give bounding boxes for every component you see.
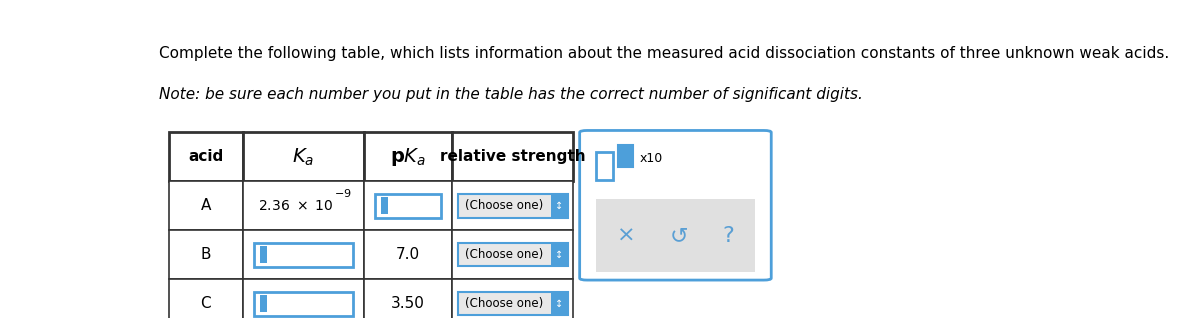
Text: acid: acid	[188, 149, 223, 164]
FancyBboxPatch shape	[580, 130, 772, 280]
Text: Note: be sure each number you put in the table has the correct number of signifi: Note: be sure each number you put in the…	[160, 87, 863, 102]
Bar	[458, 194, 568, 218]
Text: B: B	[200, 247, 211, 262]
Bar	[168, 279, 242, 318]
Bar	[168, 132, 242, 181]
Text: (Choose one): (Choose one)	[466, 297, 544, 310]
Text: ↕: ↕	[556, 299, 563, 309]
Text: ×: ×	[617, 226, 635, 246]
Bar	[452, 230, 574, 279]
Bar	[452, 132, 574, 181]
Bar	[551, 243, 568, 266]
Text: $\mathbf{p}\mathbf{\mathit{K}}_{\mathbf{\mathit{a}}}$: $\mathbf{p}\mathbf{\mathit{K}}_{\mathbf{…	[390, 146, 426, 168]
Bar	[551, 194, 568, 218]
Text: C: C	[200, 296, 211, 311]
Text: ↺: ↺	[670, 226, 689, 246]
Text: x10: x10	[640, 152, 662, 165]
Bar	[242, 230, 364, 279]
Bar	[259, 246, 268, 263]
Bar	[242, 279, 364, 318]
Text: $2.36\ \times\ 10$: $2.36\ \times\ 10$	[258, 199, 334, 213]
Bar	[596, 199, 755, 272]
Bar	[364, 181, 452, 230]
Bar	[168, 181, 242, 230]
Text: $-9$: $-9$	[334, 187, 352, 199]
Bar	[458, 292, 568, 315]
Text: (Choose one): (Choose one)	[466, 248, 544, 261]
Bar	[452, 279, 574, 318]
Text: relative strength: relative strength	[440, 149, 586, 164]
Bar	[452, 181, 574, 230]
Bar	[380, 197, 388, 214]
Bar	[254, 243, 353, 267]
Bar	[254, 292, 353, 316]
Bar	[596, 152, 613, 180]
Bar	[364, 230, 452, 279]
Bar	[242, 181, 364, 230]
Bar	[618, 145, 632, 167]
Bar	[458, 243, 568, 266]
Text: Complete the following table, which lists information about the measured acid di: Complete the following table, which list…	[160, 45, 1170, 60]
Bar	[364, 279, 452, 318]
Bar	[259, 295, 268, 312]
Text: (Choose one): (Choose one)	[466, 199, 544, 212]
Bar	[364, 132, 452, 181]
Text: 3.50: 3.50	[391, 296, 425, 311]
Text: 7.0: 7.0	[396, 247, 420, 262]
Bar	[168, 230, 242, 279]
Text: A: A	[200, 198, 211, 213]
Text: ↕: ↕	[556, 201, 563, 211]
Text: $\mathbf{\mathit{K}}_{\mathbf{\mathit{a}}}$: $\mathbf{\mathit{K}}_{\mathbf{\mathit{a}…	[293, 146, 314, 168]
Bar	[376, 194, 442, 218]
Bar	[551, 292, 568, 315]
Bar	[242, 132, 364, 181]
Text: ↕: ↕	[556, 250, 563, 260]
Text: ?: ?	[722, 226, 734, 246]
